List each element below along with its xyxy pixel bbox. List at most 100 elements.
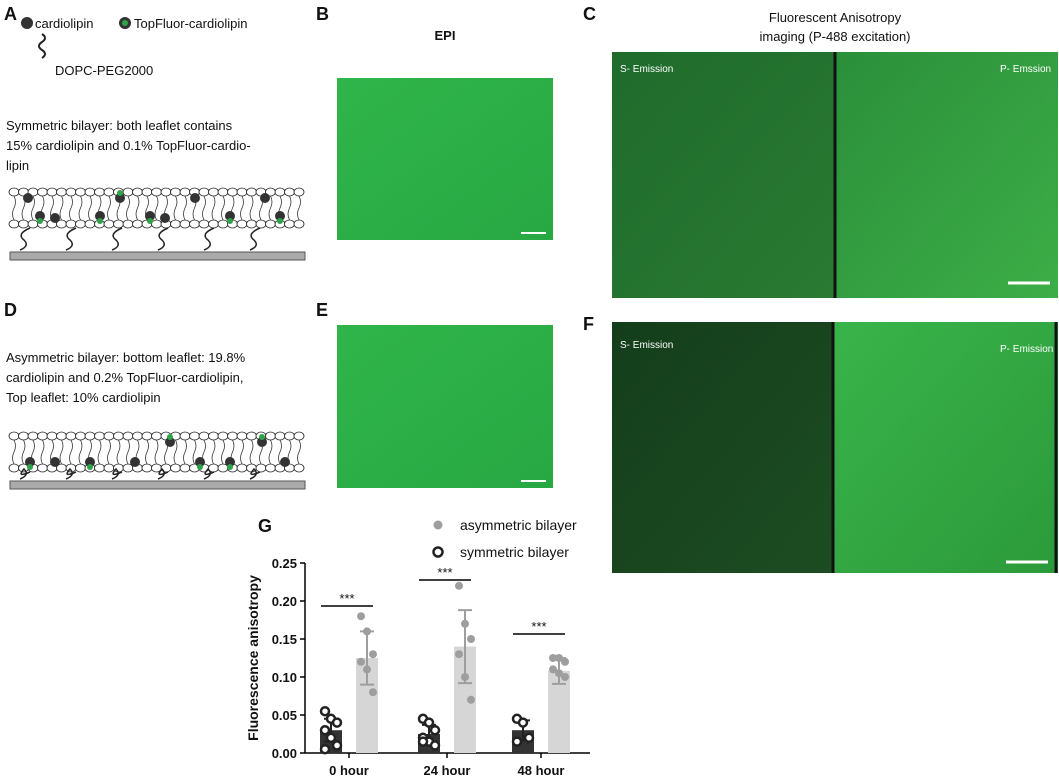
- data-point: [319, 705, 331, 717]
- lipid-head: [198, 187, 210, 197]
- bilayer-diagram: [8, 187, 306, 261]
- y-tick-label: 0.10: [272, 670, 297, 685]
- lipid-head: [84, 219, 96, 229]
- cardiolipin: [23, 193, 33, 203]
- lipid-head: [113, 431, 124, 441]
- lipid-tail: [126, 439, 130, 465]
- lipid-tail: [135, 195, 140, 221]
- image-label: S- Emission: [620, 340, 673, 351]
- lipid-head: [8, 187, 20, 197]
- data-point: [417, 736, 429, 747]
- lipid-head: [27, 219, 39, 229]
- cardiolipin: [50, 213, 60, 223]
- data-point: [517, 717, 529, 728]
- x-tick-label: 24 hour: [424, 763, 471, 778]
- topfluor: [259, 434, 265, 440]
- lipid-head: [37, 463, 48, 473]
- cardiolipin: [190, 193, 200, 203]
- lipid-head: [265, 219, 276, 229]
- lipid-tail: [88, 195, 92, 221]
- image-label: S- Emission: [620, 64, 673, 75]
- cardiolipin: [275, 211, 285, 221]
- lipid-tail: [107, 195, 111, 221]
- data-point: [455, 581, 463, 590]
- data-point: [549, 654, 557, 662]
- lipid-tail: [211, 195, 216, 221]
- data-point: [369, 650, 377, 659]
- lipid-head: [265, 431, 276, 441]
- legend-text: DOPC-PEG2000: [55, 63, 153, 78]
- lipid-head: [65, 187, 77, 197]
- data-point: [467, 635, 475, 643]
- y-tick-label: 0.15: [272, 632, 297, 647]
- description: lipin: [6, 158, 29, 173]
- topfluor: [197, 464, 203, 470]
- topfluor: [227, 218, 233, 224]
- lipid-head: [94, 187, 105, 197]
- lipid-head: [179, 431, 191, 441]
- lipid-head: [94, 431, 105, 441]
- lipid-head: [274, 431, 286, 441]
- lipid-head: [141, 431, 153, 441]
- x-tick-label: 0 hour: [329, 763, 369, 778]
- panel-title: EPI: [435, 28, 456, 43]
- data-point: [423, 717, 435, 728]
- lipid-head: [103, 219, 115, 229]
- description: Top leaflet: 10% cardiolipin: [6, 390, 161, 405]
- lipid-head: [8, 219, 20, 229]
- cardiolipin: [165, 437, 175, 447]
- lipid-tail: [192, 439, 197, 465]
- p-emission-image: [835, 52, 1058, 298]
- lipid-tail: [268, 439, 273, 465]
- data-point: [331, 740, 343, 751]
- lipid-tail: [183, 439, 187, 465]
- lipid-head: [160, 463, 172, 473]
- lipid-head: [46, 187, 58, 197]
- lipid-head: [37, 431, 48, 441]
- lipid-tail: [221, 195, 225, 221]
- lipid-tail: [154, 195, 159, 221]
- lipid-head: [65, 219, 77, 229]
- lipid-head: [122, 187, 134, 197]
- topfluor: [167, 434, 173, 440]
- lipid-tail: [31, 195, 35, 221]
- lipid-head: [84, 187, 96, 197]
- y-tick-label: 0.05: [272, 708, 297, 723]
- lipid-head: [255, 219, 267, 229]
- data-point: [369, 688, 377, 697]
- significance-label: ***: [531, 619, 546, 634]
- lipid-head: [179, 187, 191, 197]
- lipid-tail: [69, 439, 73, 465]
- data-point: [325, 732, 337, 744]
- lipid-head: [189, 219, 200, 229]
- peg-tether: [65, 227, 77, 251]
- s-emission-image: [612, 322, 833, 573]
- cardiolipin: [160, 213, 170, 223]
- cardiolipin: [225, 211, 235, 221]
- lipid-head: [208, 219, 219, 229]
- lipid-head: [27, 431, 39, 441]
- legend-marker: [433, 520, 443, 530]
- peg-tether: [203, 467, 215, 480]
- lipid-head: [236, 219, 248, 229]
- lipid-head: [255, 463, 267, 473]
- lipid-head: [284, 187, 295, 197]
- epi-image: [337, 78, 553, 240]
- lipid-head: [8, 463, 20, 473]
- lipid-head: [246, 219, 257, 229]
- data-point: [357, 657, 365, 666]
- description: Symmetric bilayer: both leaflet contains: [6, 118, 233, 133]
- lipid-head: [8, 431, 20, 441]
- data-point: [561, 673, 569, 681]
- lipid-tail: [221, 439, 225, 465]
- molecule-legend: cardiolipin TopFluor-cardiolipin DOPC-PE…: [21, 16, 247, 78]
- data-point: [511, 736, 523, 747]
- significance-label: ***: [339, 591, 354, 606]
- lipid-tail: [59, 439, 64, 465]
- lipid-head: [160, 187, 172, 197]
- description: cardiolipin and 0.2% TopFluor-cardiolipi…: [6, 370, 244, 385]
- lipid-head: [293, 187, 305, 197]
- lipid-head: [84, 431, 96, 441]
- lipid-tail: [287, 195, 292, 221]
- lipid-head: [151, 187, 162, 197]
